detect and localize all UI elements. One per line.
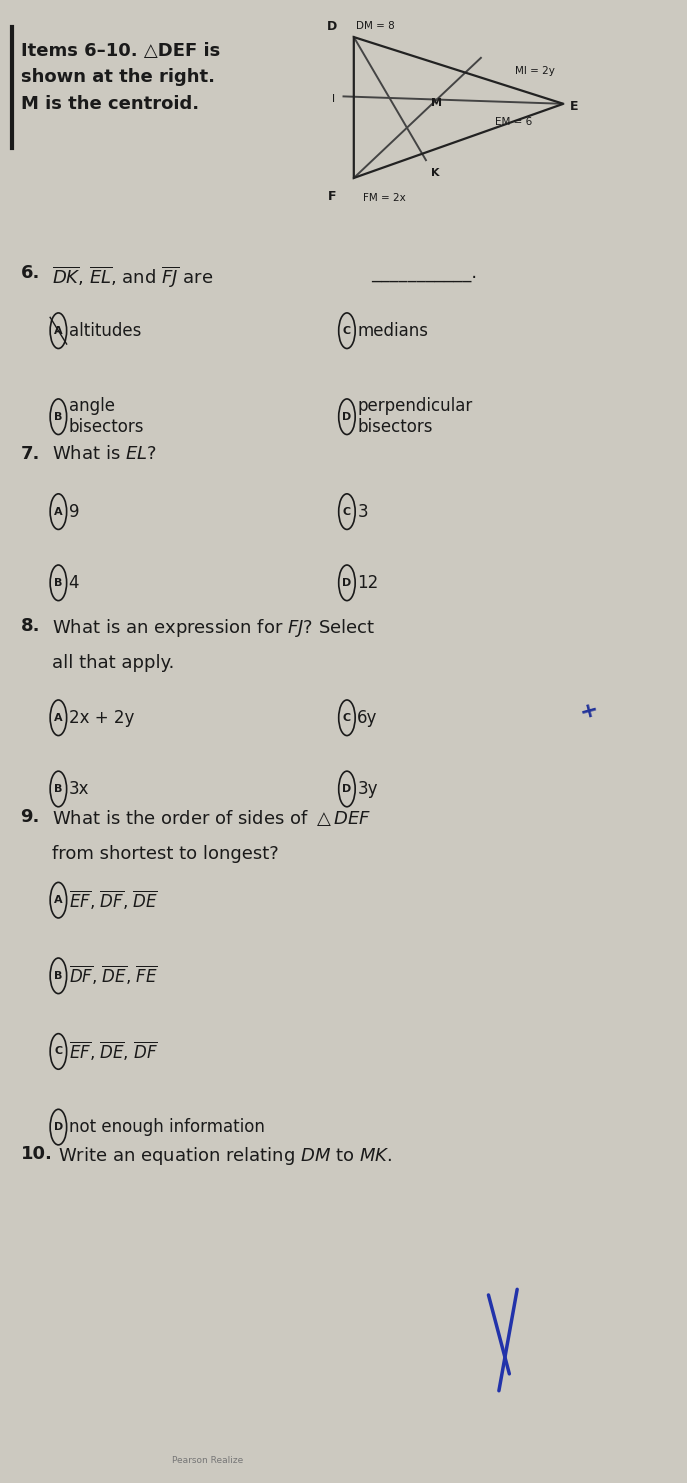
Text: B: B [54,785,63,793]
Text: B: B [54,971,63,980]
Text: $\overline{EF}$, $\overline{DF}$, $\overline{DE}$: $\overline{EF}$, $\overline{DF}$, $\over… [69,888,157,912]
Text: C: C [343,507,351,516]
Text: A: A [54,326,63,335]
Text: EM = 6: EM = 6 [495,117,532,126]
Text: B: B [54,412,63,421]
Text: M is the centroid.: M is the centroid. [21,95,199,113]
Text: perpendicular
bisectors: perpendicular bisectors [357,397,473,436]
Text: K: K [431,168,440,178]
Text: 8.: 8. [21,617,40,635]
Text: B: B [54,578,63,587]
Text: D: D [54,1123,63,1132]
Text: medians: medians [357,322,428,340]
Text: ___________.: ___________. [371,264,477,282]
Text: F: F [328,190,337,203]
Text: What is the order of sides of $\triangle DEF$: What is the order of sides of $\triangle… [52,808,371,828]
Text: MI = 2y: MI = 2y [515,67,555,76]
Text: 2x + 2y: 2x + 2y [69,709,134,727]
Text: $\overline{DF}$, $\overline{DE}$, $\overline{FE}$: $\overline{DF}$, $\overline{DE}$, $\over… [69,964,157,988]
Text: A: A [54,507,63,516]
Text: D: D [342,578,352,587]
Text: 10.: 10. [21,1145,52,1163]
Text: C: C [343,326,351,335]
Text: +: + [577,698,600,722]
Text: 6y: 6y [357,709,378,727]
Text: A: A [54,896,63,905]
Text: M: M [431,98,442,108]
Text: $\overline{DK}$, $\overline{EL}$, and $\overline{FJ}$ are: $\overline{DK}$, $\overline{EL}$, and $\… [52,264,213,289]
Text: C: C [343,713,351,722]
Text: 6.: 6. [21,264,40,282]
Text: 3y: 3y [357,780,378,798]
Text: FM = 2x: FM = 2x [363,193,405,203]
Text: DM = 8: DM = 8 [356,21,394,31]
Text: not enough information: not enough information [69,1118,264,1136]
Text: What is $EL$?: What is $EL$? [52,445,157,463]
Text: 3: 3 [357,503,368,521]
Text: altitudes: altitudes [69,322,141,340]
Text: 4: 4 [69,574,79,592]
Text: angle
bisectors: angle bisectors [69,397,144,436]
Text: all that apply.: all that apply. [52,654,174,672]
Text: D: D [326,19,337,33]
Text: D: D [342,412,352,421]
Text: 9: 9 [69,503,79,521]
Text: What is an expression for $FJ$? Select: What is an expression for $FJ$? Select [52,617,375,639]
Text: l: l [332,95,335,104]
Text: 3x: 3x [69,780,89,798]
Text: A: A [54,713,63,722]
Text: 7.: 7. [21,445,40,463]
Text: 9.: 9. [21,808,40,826]
Text: E: E [570,101,578,113]
Text: 12: 12 [357,574,379,592]
Text: Items 6–10. △DEF is: Items 6–10. △DEF is [21,42,220,59]
Text: Pearson Realize: Pearson Realize [172,1456,243,1465]
Text: $\overline{EF}$, $\overline{DE}$, $\overline{DF}$: $\overline{EF}$, $\overline{DE}$, $\over… [69,1040,158,1063]
Text: Write an equation relating $DM$ to $MK$.: Write an equation relating $DM$ to $MK$. [58,1145,393,1167]
Text: C: C [54,1047,63,1056]
Text: shown at the right.: shown at the right. [21,68,214,86]
Text: from shortest to longest?: from shortest to longest? [52,845,278,863]
Text: D: D [342,785,352,793]
